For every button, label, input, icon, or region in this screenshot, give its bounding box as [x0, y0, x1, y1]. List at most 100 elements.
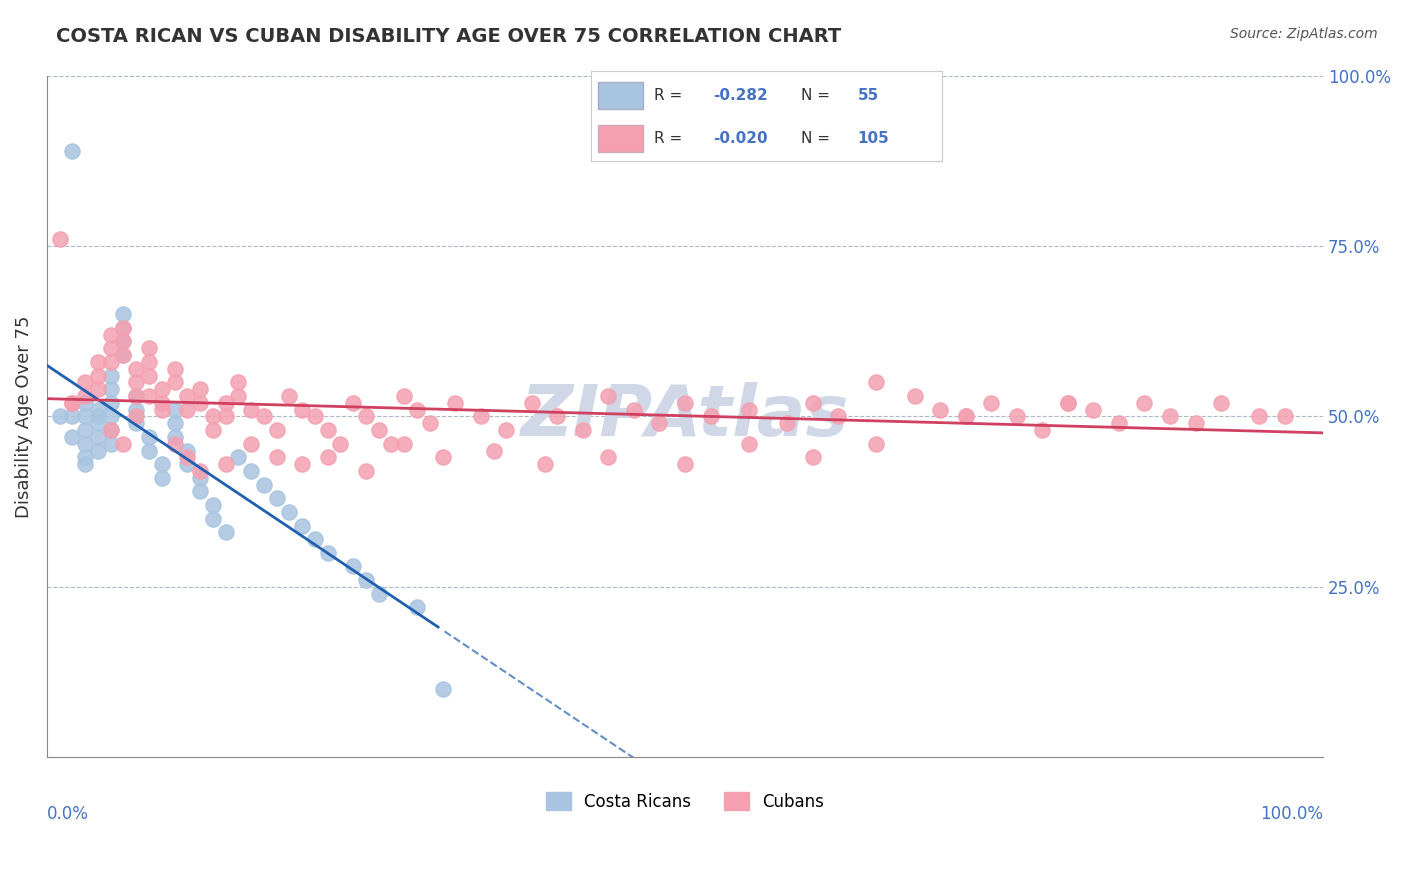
Point: [100, 341, 122, 355]
Point: [801, 396, 824, 410]
Point: [112, 334, 135, 349]
Point: [444, 396, 467, 410]
Text: R =: R =: [654, 88, 688, 103]
Point: [240, 402, 263, 417]
Point: [673, 396, 696, 410]
Text: Source: ZipAtlas.com: Source: ZipAtlas.com: [1230, 27, 1378, 41]
Point: [228, 450, 250, 465]
Point: [367, 423, 389, 437]
Point: [62, 144, 84, 158]
Point: [112, 334, 135, 349]
Point: [100, 423, 122, 437]
Point: [1159, 409, 1181, 424]
Point: [1005, 409, 1028, 424]
Point: [150, 402, 173, 417]
Point: [1184, 417, 1206, 431]
Point: [201, 423, 224, 437]
Point: [100, 327, 122, 342]
Point: [598, 389, 620, 403]
Point: [138, 368, 160, 383]
Point: [176, 443, 198, 458]
Point: [648, 417, 671, 431]
Point: [253, 409, 276, 424]
Point: [75, 436, 97, 450]
Point: [1057, 396, 1080, 410]
Point: [112, 321, 135, 335]
Point: [188, 464, 211, 478]
Point: [176, 450, 198, 465]
Point: [87, 355, 110, 369]
Point: [380, 436, 402, 450]
Point: [150, 471, 173, 485]
Point: [1057, 396, 1080, 410]
Point: [75, 396, 97, 410]
Point: [865, 376, 887, 390]
Point: [163, 436, 186, 450]
Point: [214, 457, 236, 471]
Point: [253, 477, 276, 491]
Point: [100, 396, 122, 410]
Point: [87, 430, 110, 444]
Point: [75, 457, 97, 471]
Point: [278, 389, 301, 403]
Point: [1031, 423, 1053, 437]
Point: [75, 450, 97, 465]
Point: [291, 402, 314, 417]
Point: [738, 402, 761, 417]
Point: [201, 409, 224, 424]
Point: [432, 682, 454, 697]
Point: [87, 409, 110, 424]
Point: [1083, 402, 1105, 417]
Point: [904, 389, 927, 403]
Point: [738, 436, 761, 450]
Point: [827, 409, 849, 424]
Point: [62, 430, 84, 444]
Point: [394, 436, 416, 450]
Point: [406, 402, 429, 417]
Point: [533, 457, 555, 471]
Point: [176, 457, 198, 471]
Point: [163, 402, 186, 417]
Point: [214, 396, 236, 410]
Point: [62, 409, 84, 424]
Point: [125, 409, 148, 424]
Point: [955, 409, 977, 424]
Point: [304, 532, 326, 546]
FancyBboxPatch shape: [598, 82, 644, 109]
Point: [62, 396, 84, 410]
Point: [163, 417, 186, 431]
Point: [240, 436, 263, 450]
Point: [138, 443, 160, 458]
Point: [1249, 409, 1271, 424]
Point: [125, 376, 148, 390]
Point: [572, 423, 595, 437]
Point: [188, 471, 211, 485]
Point: [87, 402, 110, 417]
Point: [150, 382, 173, 396]
Point: [112, 307, 135, 321]
Point: [87, 443, 110, 458]
Point: [62, 396, 84, 410]
Point: [776, 417, 799, 431]
Point: [278, 505, 301, 519]
Point: [125, 402, 148, 417]
Point: [291, 457, 314, 471]
Point: [100, 409, 122, 424]
Point: [163, 430, 186, 444]
Point: [138, 430, 160, 444]
Point: [291, 518, 314, 533]
Point: [1108, 417, 1130, 431]
Point: [495, 423, 517, 437]
Point: [125, 389, 148, 403]
Point: [367, 587, 389, 601]
Point: [75, 423, 97, 437]
Point: [801, 450, 824, 465]
Point: [176, 402, 198, 417]
Text: 105: 105: [858, 131, 890, 145]
Point: [138, 341, 160, 355]
Point: [228, 376, 250, 390]
Point: [75, 389, 97, 403]
Point: [266, 450, 288, 465]
Text: N =: N =: [801, 88, 835, 103]
Point: [75, 376, 97, 390]
